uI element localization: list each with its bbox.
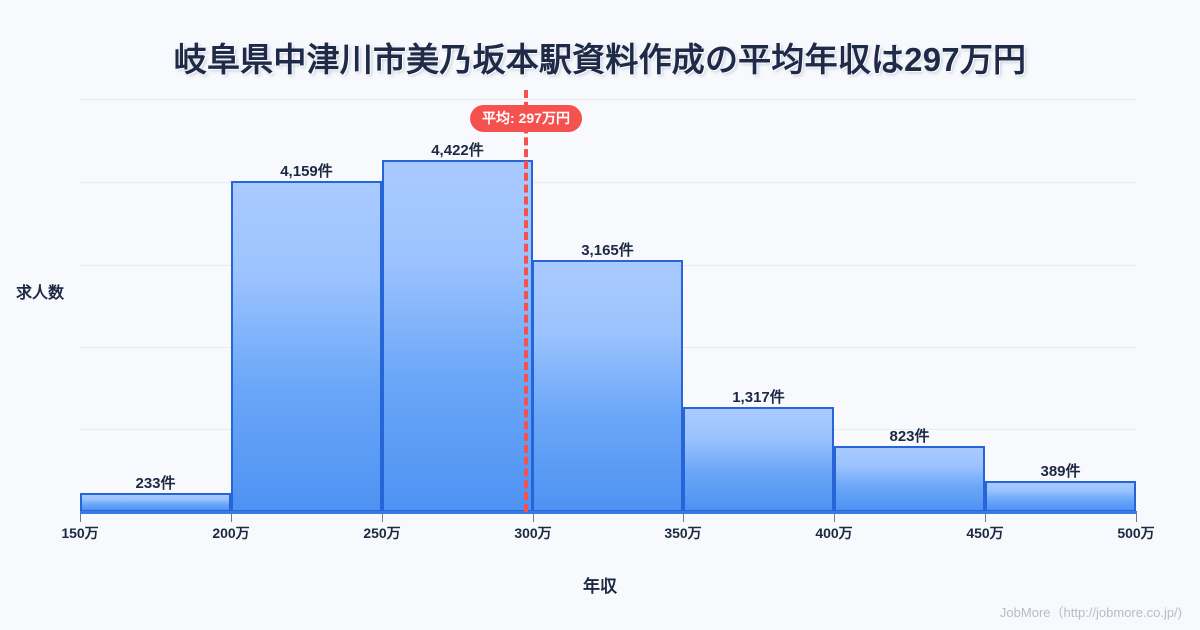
x-axis-line [80,511,1137,514]
histogram-bar[interactable] [683,407,834,512]
x-tick-label: 150万 [61,525,99,541]
x-tick [533,513,534,522]
x-tick [683,513,684,522]
histogram-bar[interactable] [532,260,683,512]
x-tick [985,513,986,522]
x-tick [231,513,232,522]
bar-value-label: 233件 [135,475,176,492]
histogram-bar[interactable] [382,160,533,512]
bar-value-label: 4,159件 [280,163,333,180]
x-tick-label: 400万 [815,525,853,541]
bar-value-label: 4,422件 [431,142,484,159]
x-tick-label: 300万 [514,525,552,541]
x-tick [80,513,81,522]
plot-area: 233件 4,159件 4,422件 3,165件 1,317件 823件 38… [80,90,1136,512]
bar-value-label: 823件 [889,428,930,445]
x-tick [834,513,835,522]
gridline [80,182,1136,183]
bar-value-label: 3,165件 [581,242,634,259]
histogram-bar[interactable] [985,481,1136,512]
footer-credit: JobMore（http://jobmore.co.jp/) [999,605,1182,620]
x-tick [382,513,383,522]
chart-title: 岐阜県中津川市美乃坂本駅資料作成の平均年収は297万円 [173,41,1027,78]
gridline [80,99,1136,100]
x-tick-label: 350万 [664,525,702,541]
average-badge: 平均: 297万円 [470,105,582,133]
x-axis-title: 年収 [583,577,617,596]
histogram-bar[interactable] [834,446,985,512]
average-vline [524,90,528,512]
x-tick-label: 450万 [966,525,1004,541]
y-axis-title: 求人数 [16,285,65,302]
x-tick-label: 250万 [363,525,401,541]
bar-value-label: 389件 [1040,463,1081,480]
x-tick-label: 200万 [212,525,250,541]
x-tick [1136,513,1137,522]
histogram-bar[interactable] [80,493,231,512]
bar-value-label: 1,317件 [732,389,785,406]
x-tick-label: 500万 [1117,525,1155,541]
histogram-bar[interactable] [231,181,382,512]
